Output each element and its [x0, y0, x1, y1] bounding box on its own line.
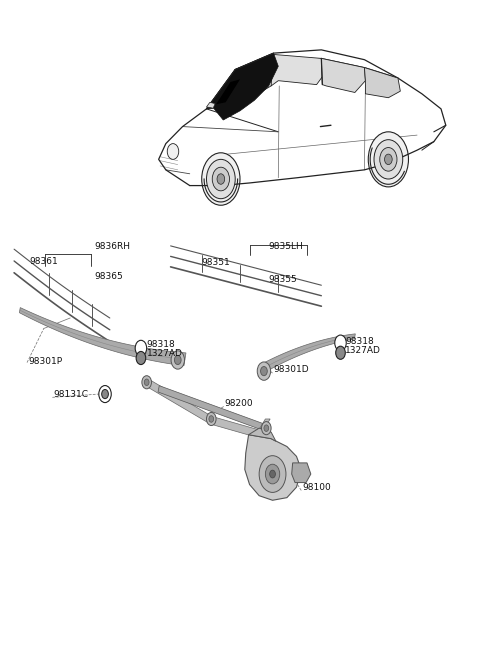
Circle shape — [142, 376, 152, 389]
Polygon shape — [271, 55, 326, 86]
Polygon shape — [322, 58, 365, 93]
Circle shape — [206, 160, 235, 198]
Circle shape — [99, 386, 111, 403]
Text: 98365: 98365 — [94, 272, 123, 281]
Circle shape — [167, 144, 179, 160]
Circle shape — [384, 154, 392, 165]
Circle shape — [171, 351, 184, 369]
Text: 98301P: 98301P — [28, 357, 62, 366]
Polygon shape — [211, 417, 269, 441]
Circle shape — [209, 416, 214, 422]
Text: 98200: 98200 — [225, 399, 253, 409]
Polygon shape — [216, 79, 240, 104]
Circle shape — [265, 464, 280, 484]
Text: 98301D: 98301D — [274, 365, 309, 374]
Circle shape — [259, 456, 286, 492]
Text: 98355: 98355 — [269, 275, 298, 284]
Polygon shape — [292, 463, 311, 483]
Text: 98318: 98318 — [345, 336, 374, 346]
Circle shape — [206, 413, 216, 426]
Polygon shape — [249, 428, 276, 442]
Circle shape — [261, 367, 267, 376]
Text: 1327AD: 1327AD — [345, 346, 381, 355]
Circle shape — [335, 335, 346, 351]
Circle shape — [257, 362, 271, 380]
Text: 1327AD: 1327AD — [147, 349, 182, 358]
Circle shape — [336, 346, 345, 359]
Circle shape — [174, 355, 181, 365]
Circle shape — [212, 168, 229, 191]
Circle shape — [144, 379, 149, 386]
Polygon shape — [258, 334, 355, 376]
Circle shape — [374, 140, 403, 179]
Circle shape — [368, 132, 408, 187]
Polygon shape — [145, 378, 213, 424]
Polygon shape — [206, 102, 215, 108]
Polygon shape — [364, 68, 400, 98]
Circle shape — [262, 422, 271, 435]
Polygon shape — [19, 307, 186, 366]
Circle shape — [136, 351, 146, 365]
Polygon shape — [257, 419, 270, 434]
Circle shape — [270, 470, 276, 478]
Polygon shape — [235, 55, 278, 96]
Polygon shape — [245, 435, 301, 500]
Circle shape — [217, 173, 225, 184]
Text: 98361: 98361 — [29, 257, 58, 265]
Polygon shape — [206, 53, 278, 120]
Text: 9836RH: 9836RH — [94, 242, 130, 251]
Circle shape — [102, 390, 108, 399]
Circle shape — [380, 148, 397, 171]
Polygon shape — [158, 386, 267, 431]
Text: 98351: 98351 — [202, 258, 230, 267]
Text: 98131C: 98131C — [53, 390, 88, 399]
Circle shape — [135, 340, 147, 356]
Text: 9835LH: 9835LH — [269, 242, 303, 251]
Text: 98100: 98100 — [302, 484, 331, 492]
Text: 98318: 98318 — [147, 340, 175, 349]
Circle shape — [202, 153, 240, 205]
Circle shape — [264, 425, 269, 432]
